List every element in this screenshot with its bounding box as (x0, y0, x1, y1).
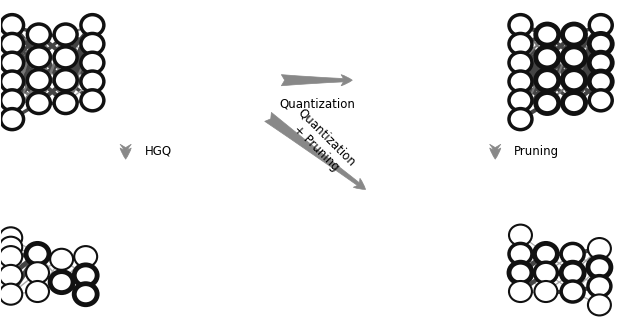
Circle shape (28, 24, 51, 45)
Circle shape (81, 71, 104, 92)
Circle shape (534, 281, 557, 302)
Circle shape (28, 47, 51, 68)
Circle shape (534, 243, 557, 265)
Circle shape (26, 281, 49, 302)
Circle shape (588, 257, 611, 278)
Circle shape (54, 47, 77, 68)
Circle shape (589, 90, 612, 111)
Circle shape (563, 47, 586, 68)
Circle shape (74, 284, 97, 305)
Circle shape (1, 15, 24, 36)
Circle shape (563, 93, 586, 114)
Circle shape (536, 70, 559, 91)
Circle shape (588, 238, 611, 259)
Circle shape (54, 70, 77, 91)
Circle shape (81, 15, 104, 36)
Circle shape (588, 294, 611, 315)
Circle shape (1, 52, 24, 73)
Circle shape (50, 249, 73, 270)
Circle shape (563, 24, 586, 45)
Circle shape (74, 246, 97, 267)
Circle shape (509, 109, 532, 130)
Circle shape (26, 262, 49, 283)
Text: Pruning: Pruning (515, 145, 559, 158)
Text: HGQ: HGQ (145, 145, 172, 158)
Circle shape (509, 281, 532, 302)
Circle shape (536, 47, 559, 68)
Text: Quantization: Quantization (279, 98, 355, 111)
Circle shape (509, 33, 532, 54)
Circle shape (589, 52, 612, 73)
Circle shape (54, 93, 77, 114)
Circle shape (536, 93, 559, 114)
Text: Quantization
+ Pruning: Quantization + Pruning (285, 106, 358, 179)
Circle shape (563, 70, 586, 91)
Circle shape (509, 262, 532, 283)
Circle shape (509, 52, 532, 73)
Circle shape (509, 225, 532, 245)
Circle shape (0, 246, 22, 267)
Circle shape (561, 243, 584, 265)
Circle shape (509, 243, 532, 265)
Circle shape (81, 33, 104, 54)
Circle shape (534, 262, 557, 283)
Circle shape (561, 262, 584, 283)
Circle shape (0, 237, 22, 258)
Circle shape (81, 90, 104, 111)
Circle shape (509, 15, 532, 36)
Circle shape (81, 52, 104, 73)
Circle shape (28, 93, 51, 114)
Circle shape (50, 272, 73, 293)
Circle shape (589, 15, 612, 36)
Circle shape (54, 24, 77, 45)
Circle shape (1, 33, 24, 54)
Circle shape (589, 33, 612, 54)
Circle shape (0, 265, 22, 286)
Circle shape (0, 227, 22, 248)
Circle shape (28, 70, 51, 91)
Circle shape (561, 281, 584, 302)
Circle shape (26, 243, 49, 265)
Circle shape (536, 24, 559, 45)
Circle shape (588, 276, 611, 297)
Circle shape (1, 90, 24, 111)
Circle shape (589, 71, 612, 92)
Circle shape (74, 265, 97, 286)
Circle shape (509, 71, 532, 92)
Circle shape (1, 109, 24, 130)
Circle shape (1, 71, 24, 92)
Circle shape (509, 90, 532, 111)
Circle shape (0, 284, 22, 305)
